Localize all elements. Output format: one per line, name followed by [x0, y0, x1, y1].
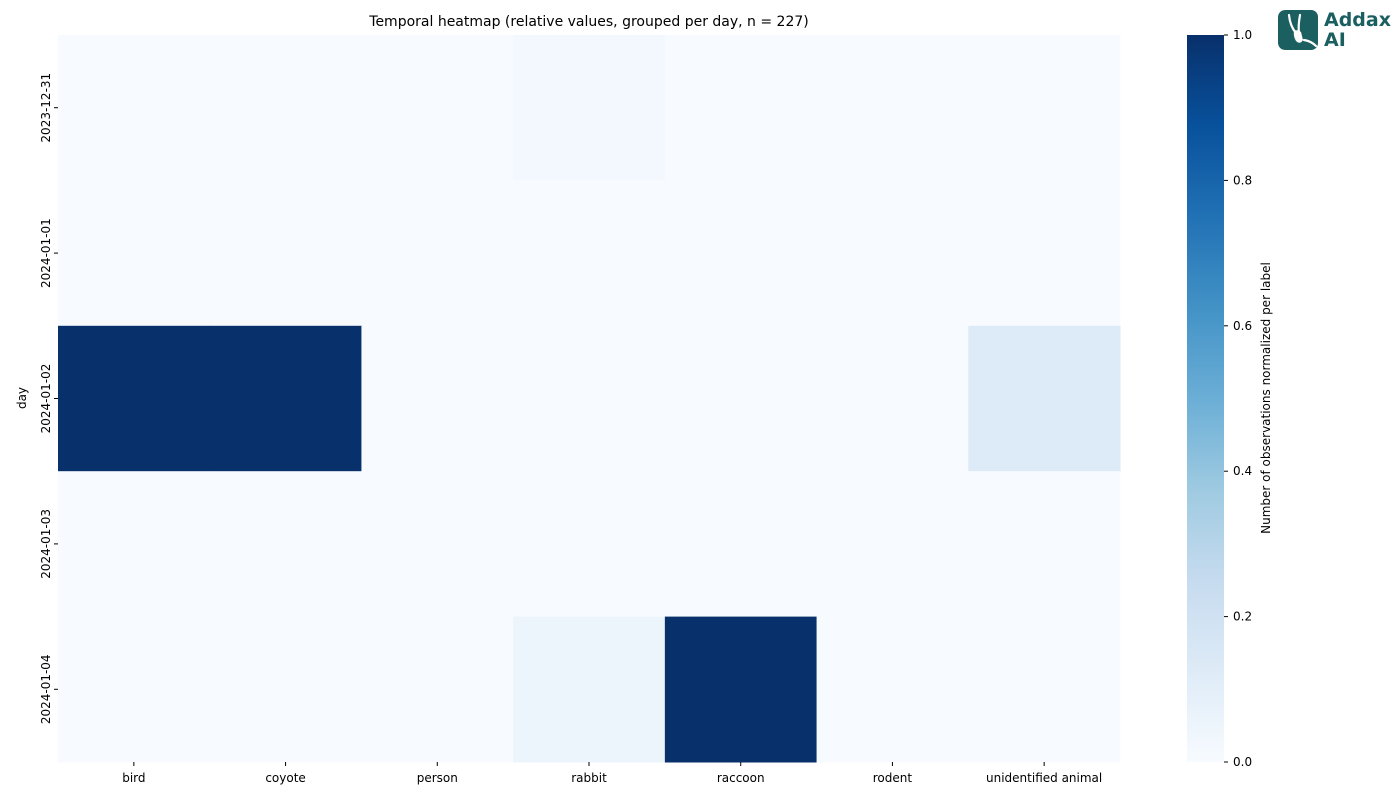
heatmap-cell [664, 471, 818, 618]
heatmap-cell [361, 325, 514, 472]
heatmap-cell [664, 35, 818, 181]
y-tick-label: 2024-01-04 [39, 654, 53, 724]
heatmap-cell [513, 471, 666, 618]
x-tick-label: unidentified animal [986, 771, 1102, 785]
logo-text-line2: AI [1324, 29, 1346, 51]
colorbar-tick-label: 1.0 [1233, 28, 1252, 42]
heatmap-cell [816, 616, 969, 763]
heatmap-cell [361, 471, 514, 618]
logo-text: Addax AI [1324, 10, 1391, 50]
x-tick-label: bird [122, 771, 145, 785]
heatmap-cell [513, 180, 666, 327]
heatmap-cell [58, 471, 211, 618]
y-tick-label: 2024-01-03 [39, 509, 53, 579]
heatmap-cell [968, 616, 1121, 763]
colorbar [1187, 35, 1224, 762]
x-tick-label: person [417, 771, 458, 785]
y-axis-ticks: 2023-12-31 2024-01-01 2024-01-02 2024-01-03… [39, 73, 58, 724]
heatmap-cells [58, 35, 1121, 763]
heatmap-cell [664, 180, 818, 327]
y-tick-label: 2024-01-02 [39, 364, 53, 434]
heatmap-cell [816, 35, 969, 181]
colorbar-tick-label: 0.2 [1233, 610, 1252, 624]
heatmap-cell [664, 616, 818, 763]
heatmap-cell [58, 35, 211, 181]
y-axis-label: day [15, 387, 29, 409]
x-tick-label: rodent [873, 771, 913, 785]
colorbar-label: Number of observations normalized per la… [1259, 262, 1273, 534]
addax-antelope-icon [1278, 10, 1318, 50]
addax-ai-logo: Addax AI [1278, 10, 1396, 52]
colorbar-tick-label: 0.6 [1233, 319, 1252, 333]
heatmap-cell [968, 180, 1121, 327]
x-axis-ticks: bird coyote person rabbit raccoon rodent unide… [122, 762, 1102, 785]
heatmap-cell [361, 180, 514, 327]
y-tick-label: 2024-01-01 [39, 218, 53, 288]
heatmap-cell [58, 325, 211, 472]
colorbar-tick-label: 0.4 [1233, 464, 1252, 478]
heatmap-cell [816, 471, 969, 618]
heatmap-cell [513, 616, 666, 763]
colorbar-tick-label: 0.8 [1233, 173, 1252, 187]
heatmap-cell [209, 325, 362, 472]
x-tick-label: rabbit [571, 771, 607, 785]
heatmap-cell [209, 471, 362, 618]
heatmap-cell [664, 325, 818, 472]
heatmap-cell [209, 35, 362, 181]
heatmap-cell [968, 35, 1121, 181]
x-tick-label: coyote [265, 771, 305, 785]
heatmap-cell [968, 471, 1121, 618]
colorbar-tick-label: 0.0 [1233, 755, 1252, 769]
colorbar-ticks: 0.0 0.2 0.4 0.6 0.8 1.0 [1224, 28, 1252, 769]
heatmap-cell [209, 616, 362, 763]
heatmap-cell [209, 180, 362, 327]
chart-title: Temporal heatmap (relative values, group… [368, 14, 808, 30]
heatmap-cell [968, 325, 1121, 472]
heatmap-cell [513, 325, 666, 472]
heatmap-cell [816, 180, 969, 327]
logo-text-line1: Addax [1324, 9, 1391, 31]
heatmap-cell [361, 35, 514, 181]
heatmap-cell [58, 616, 211, 763]
x-tick-label: raccoon [717, 771, 765, 785]
heatmap-cell [361, 616, 514, 763]
heatmap-cell [513, 35, 666, 181]
heatmap-cell [58, 180, 211, 327]
heatmap-cell [816, 325, 969, 472]
y-tick-label: 2023-12-31 [39, 73, 53, 143]
